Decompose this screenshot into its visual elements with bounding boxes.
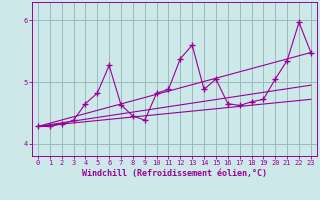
X-axis label: Windchill (Refroidissement éolien,°C): Windchill (Refroidissement éolien,°C) bbox=[82, 169, 267, 178]
